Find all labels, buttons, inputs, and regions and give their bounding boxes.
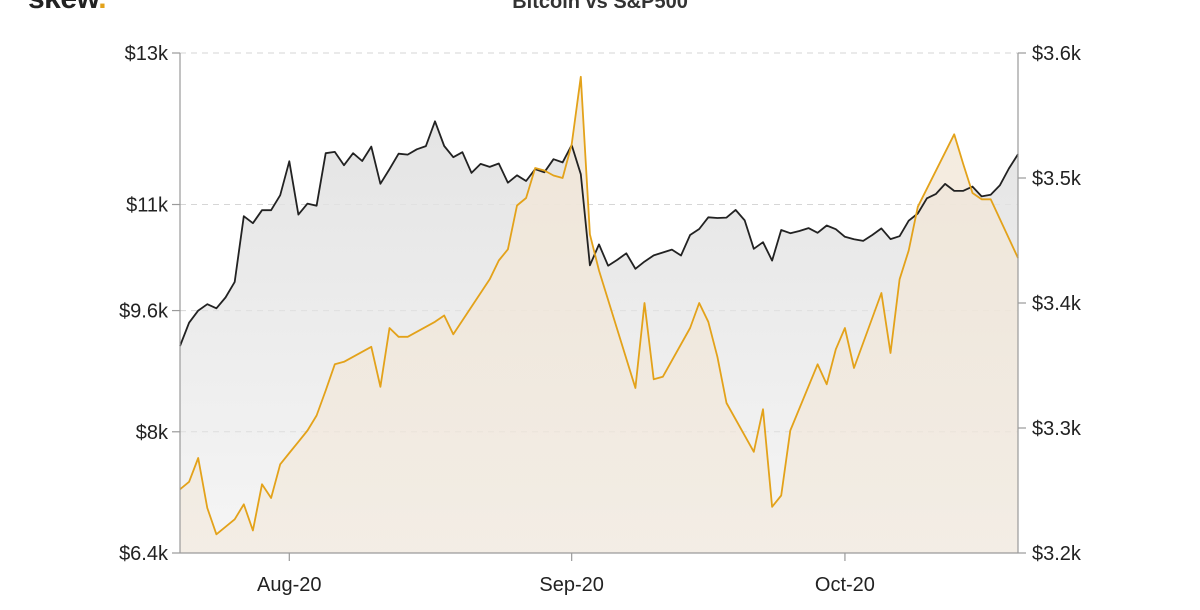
x-tick-label: Sep-20 (539, 574, 604, 596)
series-lines (179, 75, 1019, 536)
right-tick-label: $3.4k (1032, 293, 1082, 315)
left-tick-label: $9.6k (119, 301, 169, 323)
skew-logo: skew. (28, 0, 107, 14)
series-line-1 (179, 75, 1019, 536)
left-tick-label: $11k (126, 195, 169, 217)
series-line-0 (179, 120, 1019, 347)
left-tick-label: $13k (125, 43, 169, 65)
axes (172, 52, 1026, 561)
right-tick-label: $3.5k (1032, 168, 1082, 190)
x-tick-label: Aug-20 (257, 574, 322, 596)
chart-title: Bitcoin vs S&P500 (512, 0, 688, 13)
series-area-1 (180, 76, 1018, 554)
x-tick-label: Oct-20 (815, 574, 875, 596)
right-tick-label: $3.2k (1032, 543, 1082, 565)
left-tick-label: $8k (136, 422, 169, 444)
right-tick-label: $3.6k (1032, 43, 1082, 65)
right-tick-label: $3.3k (1032, 418, 1082, 440)
series-fills (180, 76, 1018, 554)
left-tick-label: $6.4k (119, 543, 169, 565)
tick-labels: $6.4k $8k $9.6k $11k $13k $3.2k $3.3k $3.4k $3.5… (119, 43, 1082, 596)
